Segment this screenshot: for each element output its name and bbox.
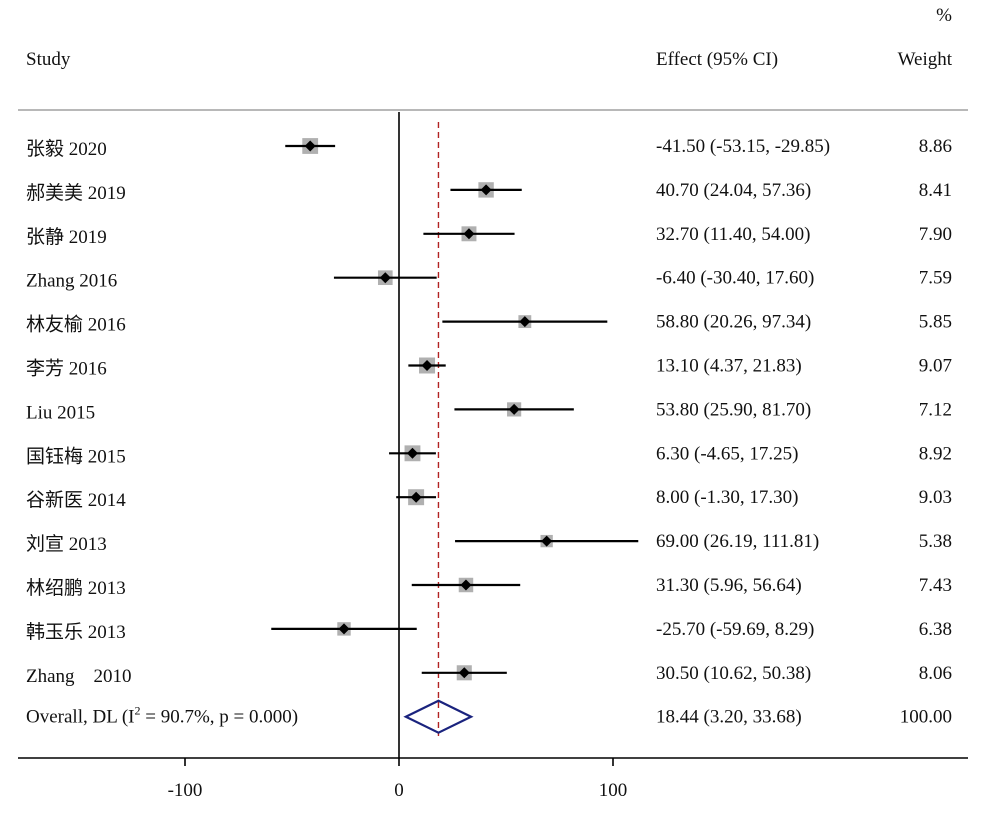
- plot-marks: [271, 112, 639, 758]
- study-effect-text: 69.00 (26.19, 111.81): [656, 531, 819, 552]
- study-label: 国钰梅 2015: [26, 445, 126, 467]
- study-weight-text: 7.43: [919, 575, 952, 596]
- overall-label-prefix: Overall, DL (I: [26, 707, 135, 728]
- study-effect-text: 8.00 (-1.30, 17.30): [656, 487, 798, 508]
- study-weight-text: 7.90: [919, 224, 952, 245]
- study-label: 张静 2019: [26, 226, 107, 248]
- study-effect-text: -41.50 (-53.15, -29.85): [656, 136, 830, 157]
- study-effect-text: 6.30 (-4.65, 17.25): [656, 443, 798, 464]
- effect-point: [379, 272, 391, 284]
- study-weight-text: 9.03: [919, 487, 952, 508]
- study-label: 郝美美 2019: [26, 182, 126, 204]
- effect-point: [458, 667, 470, 679]
- overall-diamond: [403, 699, 474, 734]
- overall-effect-text: 18.44 (3.20, 33.68): [656, 707, 802, 728]
- effect-header: Effect (95% CI): [656, 49, 778, 70]
- study-weight-text: 7.59: [919, 268, 952, 289]
- effect-point: [406, 447, 418, 459]
- study-weight-text: 7.12: [919, 399, 952, 420]
- study-label: 刘宣 2013: [26, 533, 107, 555]
- effect-point: [421, 360, 433, 371]
- study-label: Zhang 2016: [26, 271, 117, 292]
- study-effect-text: 32.70 (11.40, 54.00): [656, 224, 810, 245]
- overall-label-suffix: = 90.7%, p = 0.000): [141, 707, 299, 728]
- overall-label: Overall, DL (I2 = 90.7%, p = 0.000): [26, 704, 298, 728]
- study-weight-text: 8.86: [919, 136, 952, 157]
- study-weight-text: 8.06: [919, 663, 952, 684]
- effect-point: [463, 228, 475, 240]
- study-label: 谷新医 2014: [26, 489, 126, 511]
- study-weight-text: 8.92: [919, 443, 952, 464]
- x-axis: -100 0 100: [18, 757, 968, 801]
- effect-point: [460, 579, 472, 591]
- effect-point: [304, 140, 316, 152]
- study-weight-text: 8.41: [919, 180, 952, 201]
- effect-point: [508, 403, 520, 415]
- study-header: Study: [26, 49, 71, 70]
- x-tick-label: 0: [394, 780, 404, 801]
- study-effect-text: 13.10 (4.37, 21.83): [656, 356, 802, 377]
- effect-point: [519, 316, 531, 328]
- study-label: 张毅 2020: [26, 138, 107, 160]
- effect-point: [338, 623, 350, 635]
- x-tick-label: -100: [168, 780, 203, 801]
- study-weight-text: 9.07: [919, 356, 952, 377]
- study-label: 李芳 2016: [26, 358, 107, 380]
- study-rows: 张毅 2020 -41.50 (-53.15, -29.85) 8.86 郝美美 20…: [26, 136, 952, 687]
- overall-row: Overall, DL (I2 = 90.7%, p = 0.000) 18.4…: [26, 704, 952, 728]
- study-weight-text: 5.85: [919, 312, 952, 333]
- study-effect-text: 31.30 (5.96, 56.64): [656, 575, 802, 596]
- overall-weight-text: 100.00: [900, 707, 952, 728]
- x-tick-label: 100: [599, 780, 628, 801]
- study-effect-text: 40.70 (24.04, 57.36): [656, 180, 811, 201]
- effect-point: [410, 491, 422, 503]
- study-label: Zhang 2010: [26, 666, 132, 687]
- effect-point: [480, 184, 492, 196]
- study-effect-text: 30.50 (10.62, 50.38): [656, 663, 811, 684]
- study-effect-text: 58.80 (20.26, 97.34): [656, 312, 811, 333]
- study-effect-text: 53.80 (25.90, 81.70): [656, 399, 811, 420]
- study-effect-text: -6.40 (-30.40, 17.60): [656, 268, 814, 289]
- study-label: 林绍鹏 2013: [26, 577, 126, 599]
- overall-label-superscript: 2: [135, 704, 141, 718]
- study-effect-text: -25.70 (-59.69, 8.29): [656, 619, 814, 640]
- weight-header: Weight: [898, 49, 953, 70]
- study-label: 林友榆 2016: [26, 314, 126, 336]
- study-weight-text: 5.38: [919, 531, 952, 552]
- study-label: 韩玉乐 2013: [26, 621, 126, 643]
- weight-unit-header: %: [936, 5, 952, 26]
- study-weight-text: 6.38: [919, 619, 952, 640]
- study-label: Liu 2015: [26, 402, 95, 423]
- effect-point: [541, 535, 553, 547]
